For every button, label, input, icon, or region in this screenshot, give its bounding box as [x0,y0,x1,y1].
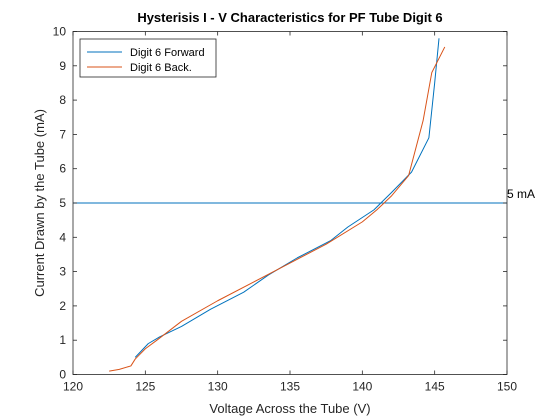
y-tick-label: 0 [59,368,66,382]
y-tick-label: 9 [59,59,66,73]
y-tick-label: 7 [59,127,66,141]
y-tick-label: 8 [59,93,66,107]
series-line-forward [134,38,440,358]
series-layer [109,38,446,372]
ticks-layer: 120 125 130 135 140 145 150 0 1 2 3 4 5 6 7 8 9 10 [53,25,518,394]
y-tick-label: 5 [59,196,66,210]
x-tick-label: 145 [425,380,445,394]
x-tick-label: 135 [280,380,300,394]
chart-title: Hysterisis I - V Characteristics for PF … [137,10,442,25]
reference-line-label: 5 mA [507,187,535,201]
legend-label-forward: Digit 6 Forward [130,47,205,59]
y-tick-label: 1 [59,333,66,347]
x-tick-label: 150 [497,380,517,394]
y-tick-label: 10 [53,25,67,39]
x-tick-label: 120 [63,380,83,394]
legend: Digit 6 Forward Digit 6 Back. [79,38,217,78]
x-tick-label: 125 [135,380,155,394]
legend-label-back: Digit 6 Back. [130,62,192,74]
y-tick-label: 2 [59,299,66,313]
x-axis-label: Voltage Across the Tube (V) [209,401,370,416]
y-tick-label: 3 [59,265,66,279]
x-tick-label: 130 [208,380,228,394]
series-line-back [109,46,446,372]
y-tick-label: 4 [59,230,66,244]
x-tick-label: 140 [352,380,372,394]
y-axis-label: Current Drawn by the Tube (mA) [32,109,47,297]
y-tick-label: 6 [59,162,66,176]
legend-box [79,38,217,78]
